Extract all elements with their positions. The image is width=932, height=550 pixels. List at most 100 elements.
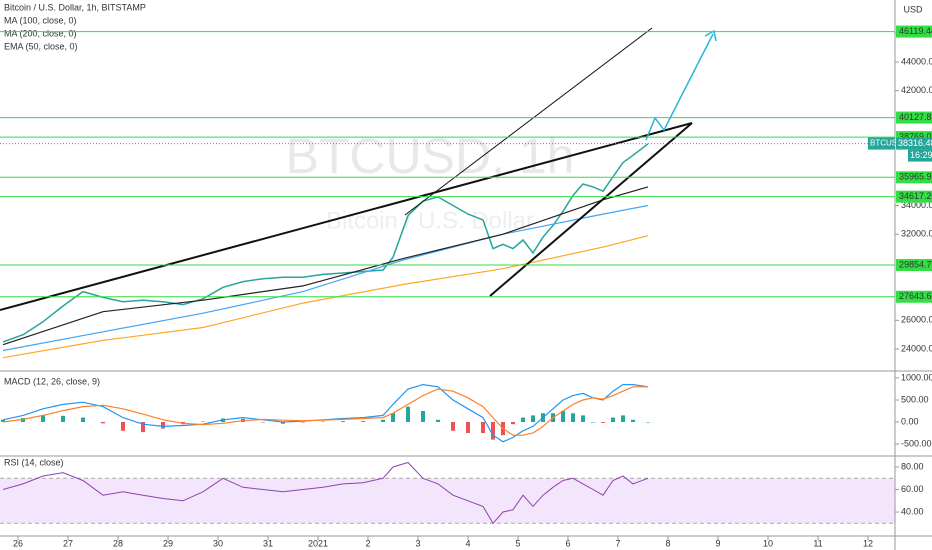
symbol-label-bg [868,137,895,150]
histogram-bar [451,421,455,431]
histogram-bar [261,421,265,423]
trend-line [0,122,693,311]
histogram-bar [301,421,305,423]
plot-area [0,143,895,525]
level-label-bg [896,290,932,303]
histogram-bar [201,421,205,423]
histogram-bar [646,421,650,423]
histogram-bar [531,415,535,422]
ma-line [2,186,649,346]
projection-arrow [645,33,714,141]
x-tick-label: 26 [13,538,23,548]
price-line [2,143,649,343]
rsi-line [2,461,649,525]
histogram-bar [581,415,585,422]
histogram-bar [321,421,325,423]
symbol-label: BTCUSD [870,139,903,148]
histogram-bar [611,417,615,422]
x-tick-label: 8 [665,538,670,548]
legend-item: MA (100, close, 0) [4,15,77,25]
histogram-bar [281,421,285,424]
level-label: 46119.44 [899,26,932,36]
histogram-bar [591,421,595,423]
histogram-bar [391,413,395,422]
legend-item: EMA (50, close, 0) [4,41,78,51]
legend-title: Bitcoin / U.S. Dollar, 1h, BITSTAMP [4,2,146,12]
x-tick-label: 2 [365,538,370,548]
level-label: 34617.20 [899,191,932,201]
macd-title: MACD (12, 26, close, 9) [4,376,100,386]
y-tick-label: 44000.00 [901,56,932,66]
x-tick-label: 4 [465,538,470,548]
histogram-bar [601,421,605,423]
histogram-bar [101,421,105,424]
y-tick-label: 34000.00 [901,200,932,210]
histogram-bar [61,415,65,422]
ma-line [2,235,649,359]
histogram-bar [511,421,515,425]
rsi-title: RSI (14, close) [4,457,64,467]
histogram-bar [631,419,635,422]
histogram-bar [41,415,45,422]
arrow-head [704,29,717,42]
level-label-bg [896,259,932,272]
axis-unit: USD [903,4,923,14]
x-tick-label: 11 [813,538,822,548]
y-tick-label: 1000.00 [901,372,932,382]
y-tick-label: 60.00 [901,484,924,494]
ma-line [2,204,649,352]
y-tick-label: 26000.00 [901,315,932,325]
macd-line [2,386,648,436]
x-tick-label: 30 [213,538,223,548]
x-tick-label: 5 [515,538,520,548]
histogram-bar [406,406,410,422]
level-label: 38769.03 [899,131,932,141]
y-tick-label: 42000.00 [901,85,932,95]
histogram-bar [121,421,125,431]
x-tick-label: 6 [565,538,570,548]
channel-line [404,27,653,216]
countdown-bg [908,149,932,162]
histogram-bar [161,421,165,429]
histogram-bar [481,421,485,433]
x-tick-label: 31 [263,538,273,548]
histogram-bar [436,419,440,422]
x-tick-label: 10 [763,538,773,548]
histogram-bar [341,421,345,422]
level-label: 29854.77 [899,259,932,269]
last-price-bg [896,137,932,150]
x-tick-label: 29 [163,538,173,548]
level-label: 40127.86 [899,112,932,122]
histogram-bar [381,419,385,422]
x-tick-label: 12 [863,538,873,548]
x-tick-label: 9 [715,538,720,548]
y-tick-label: 500.00 [901,394,929,404]
level-label-bg [896,171,932,184]
y-tick-label: 80.00 [901,461,924,471]
histogram-bar [141,421,145,433]
x-tick-label: 3 [415,538,420,548]
x-tick-label: 27 [63,538,73,548]
histogram-bar [521,417,525,422]
histogram-bar [466,421,470,433]
histogram-bar [1,419,5,422]
x-tick-label: 28 [113,538,123,548]
histogram-bar [561,410,565,422]
countdown-label: 16:29 [910,150,932,160]
watermark-sub: Bitcoin / U.S. Dollar [326,207,534,234]
level-label-bg [896,25,932,38]
rsi-band [0,478,895,524]
histogram-bar [421,410,425,422]
level-label-bg [896,190,932,203]
level-label: 27643.64 [899,291,932,301]
y-tick-label: -500.00 [901,438,932,448]
histogram-bar [21,418,25,422]
level-label-bg [896,111,932,124]
histogram-bar [361,421,365,422]
x-tick-label: 2021 [308,538,328,548]
histogram-bar [491,421,495,440]
y-tick-label: 24000.00 [901,343,932,353]
last-price-label: 38316.48 [898,138,932,148]
x-tick-label: 7 [615,538,620,548]
y-tick-label: 0.00 [901,416,919,426]
